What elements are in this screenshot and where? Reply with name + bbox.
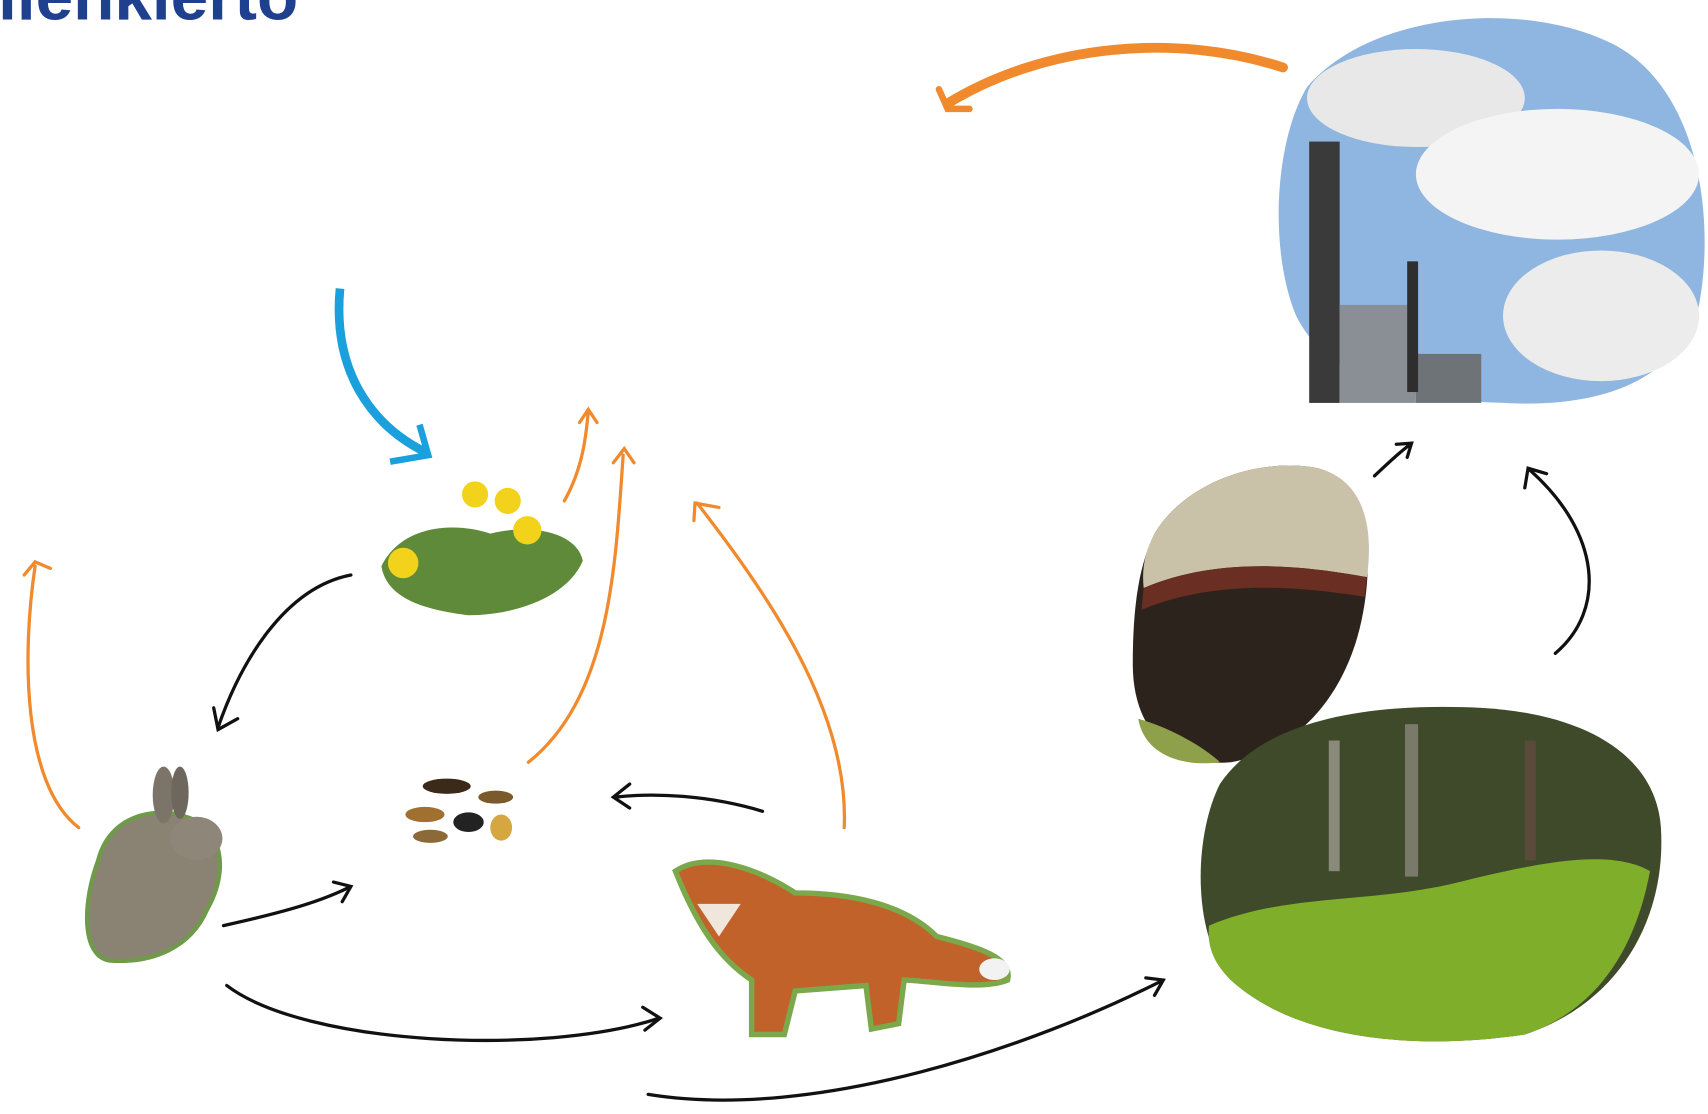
carbon-cycle-diagram: ilenkierto: [0, 0, 1708, 1114]
fox-image: [675, 862, 1009, 1034]
insects-image: [405, 779, 513, 843]
arrow: [339, 289, 425, 452]
arrow: [223, 882, 350, 926]
arrow: [1525, 468, 1589, 653]
arrow: [214, 575, 351, 730]
arrow: [24, 562, 78, 828]
arrow: [227, 986, 660, 1041]
arrow: [1375, 443, 1412, 476]
arrow: [694, 503, 845, 828]
arrow: [564, 409, 597, 500]
arrow: [613, 784, 762, 811]
arrow: [948, 48, 1283, 104]
arrow: [648, 978, 1163, 1100]
hare-image: [87, 767, 222, 961]
plant-image: [381, 481, 582, 615]
arrow: [528, 449, 634, 763]
forest-image: [1201, 707, 1662, 1042]
title: ilenkierto: [0, 0, 298, 35]
factory-image: [1279, 18, 1705, 404]
